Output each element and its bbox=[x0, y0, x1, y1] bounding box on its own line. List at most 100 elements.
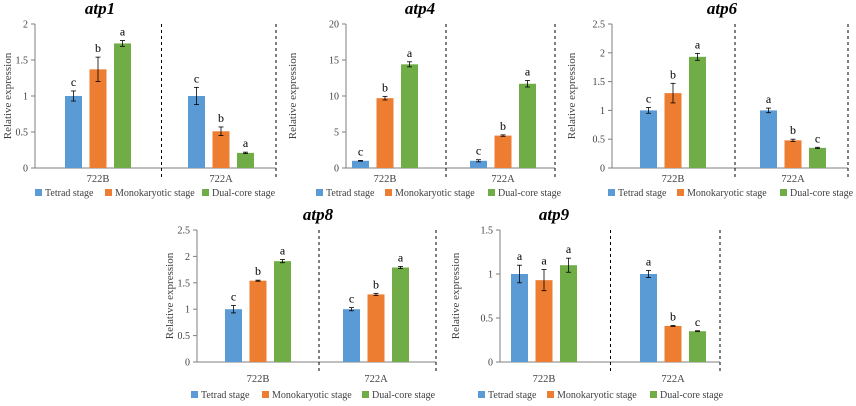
significance-letter: a bbox=[766, 92, 772, 106]
legend-swatch bbox=[191, 391, 198, 398]
y-axis-label: Relative expression bbox=[566, 52, 578, 139]
bar bbox=[89, 69, 107, 168]
bar bbox=[65, 96, 82, 168]
legend-swatch bbox=[488, 189, 495, 196]
category-label: 722B bbox=[247, 374, 270, 385]
y-tick-label: 0 bbox=[185, 358, 190, 369]
significance-letter: a bbox=[120, 25, 126, 39]
bar bbox=[760, 110, 777, 168]
bar bbox=[511, 274, 528, 362]
y-tick-label: 0 bbox=[334, 164, 339, 175]
bar bbox=[225, 309, 242, 362]
significance-letter: b bbox=[218, 111, 224, 125]
legend-swatch bbox=[202, 189, 209, 196]
legend-swatch bbox=[677, 189, 684, 196]
legend-label: Monokaryotic stage bbox=[687, 188, 767, 199]
significance-letter: b bbox=[95, 41, 101, 55]
legend-label: Monokaryotic stage bbox=[395, 188, 475, 199]
y-axis-label: Relative expression bbox=[2, 52, 14, 139]
significance-letter: c bbox=[646, 92, 651, 106]
significance-letter: a bbox=[243, 136, 249, 150]
legend-label: Monokaryotic stage bbox=[115, 188, 195, 199]
category-label: 722B bbox=[374, 174, 397, 185]
chart-atp1: atp1 0 0.5 1 1.5 2 Relative expression c b a 722B c… bbox=[2, 0, 277, 199]
chart-atp8: atp8 0 0.5 1 1.5 2 2.5 Relative expression c b a 72… bbox=[164, 205, 437, 401]
category-label: 722A bbox=[491, 174, 515, 185]
y-tick-label: 5 bbox=[334, 128, 339, 139]
y-tick-label: 1.5 bbox=[178, 278, 191, 289]
y-tick-label: 10 bbox=[329, 92, 339, 103]
legend-label: Tetrad stage bbox=[201, 390, 250, 401]
chart-title: atp8 bbox=[303, 205, 334, 224]
bar bbox=[535, 280, 553, 362]
significance-letter: c bbox=[349, 292, 354, 306]
y-tick-label: 1.5 bbox=[16, 56, 29, 67]
significance-letter: c bbox=[476, 144, 481, 158]
bar bbox=[352, 160, 369, 168]
significance-letter: c bbox=[231, 290, 236, 304]
y-tick-label: 2 bbox=[23, 20, 28, 31]
legend-swatch bbox=[316, 189, 323, 196]
legend-label: Dual-core stage bbox=[790, 188, 854, 199]
significance-letter: a bbox=[525, 65, 531, 79]
legend-swatch bbox=[650, 391, 657, 398]
legend-label: Tetrad stage bbox=[45, 188, 94, 199]
bar bbox=[212, 131, 230, 168]
bar bbox=[664, 93, 682, 168]
y-tick-label: 0 bbox=[488, 358, 493, 369]
significance-letter: a bbox=[407, 46, 413, 60]
y-axis-label: Relative expression bbox=[287, 52, 299, 139]
category-label: 722A bbox=[364, 374, 388, 385]
bar bbox=[237, 152, 254, 168]
category-label: 722B bbox=[662, 174, 685, 185]
significance-letter: c bbox=[815, 131, 820, 145]
significance-letter: a bbox=[541, 254, 547, 268]
y-axis-label: Relative expression bbox=[450, 252, 462, 339]
legend-label: Dual-core stage bbox=[660, 390, 724, 401]
significance-letter: c bbox=[358, 144, 363, 158]
y-tick-label: 0 bbox=[600, 164, 605, 175]
bar bbox=[188, 96, 205, 168]
bar bbox=[560, 265, 577, 362]
bar bbox=[376, 98, 394, 168]
legend-label: Dual-core stage bbox=[498, 188, 562, 199]
legend-label: Dual-core stage bbox=[372, 390, 436, 401]
category-label: 722A bbox=[209, 174, 233, 185]
significance-letter: b bbox=[670, 309, 676, 323]
chart-title: atp9 bbox=[539, 205, 570, 224]
category-label: 722A bbox=[781, 174, 805, 185]
bar bbox=[689, 331, 706, 362]
bar bbox=[640, 110, 657, 168]
y-tick-label: 1 bbox=[23, 92, 28, 103]
legend-label: Dual-core stage bbox=[212, 188, 276, 199]
significance-letter: c bbox=[695, 315, 700, 329]
legend-swatch bbox=[105, 189, 112, 196]
bar bbox=[664, 325, 682, 362]
significance-letter: c bbox=[71, 75, 76, 89]
legend-swatch bbox=[478, 391, 485, 398]
significance-letter: a bbox=[398, 250, 404, 264]
y-tick-label: 0 bbox=[23, 164, 28, 175]
significance-letter: b bbox=[255, 264, 261, 278]
bar bbox=[392, 267, 409, 362]
category-label: 722A bbox=[661, 374, 685, 385]
y-tick-label: 0.5 bbox=[16, 128, 29, 139]
y-tick-label: 2.5 bbox=[593, 20, 606, 31]
bar bbox=[519, 83, 536, 168]
chart-atp6: atp6 0 0.5 1 1.5 2 2.5 Relative expression c b a 72… bbox=[566, 0, 854, 199]
y-tick-label: 0.5 bbox=[593, 135, 606, 146]
bar bbox=[274, 261, 291, 362]
y-tick-label: 1.5 bbox=[593, 77, 606, 88]
legend-label: Tetrad stage bbox=[618, 188, 667, 199]
bar bbox=[249, 280, 267, 362]
legend-swatch bbox=[262, 391, 269, 398]
y-tick-label: 1 bbox=[600, 106, 605, 117]
bar bbox=[809, 147, 826, 168]
y-tick-label: 2 bbox=[185, 252, 190, 263]
y-tick-label: 2.5 bbox=[178, 226, 191, 237]
chart-title: atp4 bbox=[405, 0, 435, 18]
category-label: 722B bbox=[533, 374, 556, 385]
y-tick-label: 0.5 bbox=[481, 314, 494, 325]
y-tick-label: 1.5 bbox=[481, 226, 494, 237]
